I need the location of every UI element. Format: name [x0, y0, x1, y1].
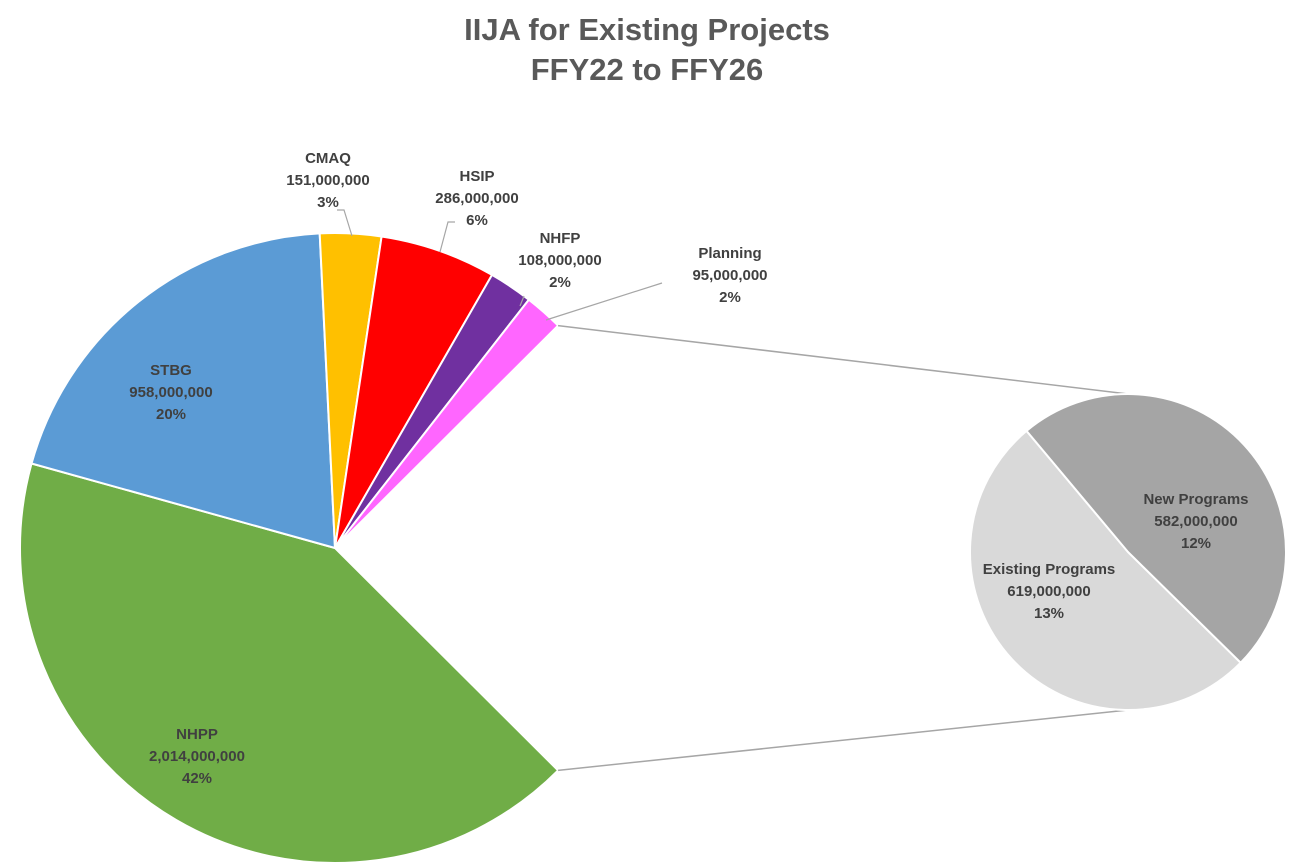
data-label-percent: 13% — [1034, 605, 1064, 622]
data-label-value: 582,000,000 — [1154, 513, 1237, 530]
data-label-percent: 2% — [719, 289, 741, 306]
data-label-value: 95,000,000 — [692, 267, 767, 284]
data-label-name: NHPP — [176, 726, 218, 743]
pie-slice — [19, 462, 560, 864]
connector-line — [557, 709, 1129, 772]
data-label-value: 151,000,000 — [286, 172, 369, 189]
data-label-percent: 2% — [549, 274, 571, 291]
data-label-name: CMAQ — [305, 150, 351, 167]
data-label-name: HSIP — [459, 168, 494, 185]
leader-line — [519, 295, 525, 307]
data-label-name: STBG — [150, 362, 192, 379]
pie-slice — [1025, 393, 1287, 665]
pie-slice — [968, 429, 1243, 712]
data-label-percent: 6% — [466, 212, 488, 229]
leader-line — [337, 209, 353, 237]
leader-line — [439, 221, 455, 253]
chart-title: IIJA for Existing Projects — [464, 12, 830, 47]
data-label-name: Existing Programs — [983, 561, 1116, 578]
data-label-percent: 42% — [182, 770, 212, 787]
data-label-value: 2,014,000,000 — [149, 748, 245, 765]
data-label-value: 619,000,000 — [1007, 583, 1090, 600]
data-label-name: New Programs — [1143, 491, 1248, 508]
data-label-percent: 20% — [156, 406, 186, 423]
data-label-value: 108,000,000 — [518, 252, 601, 269]
data-label-name: NHFP — [540, 230, 581, 247]
data-label-name: Planning — [698, 245, 761, 262]
connector-line — [557, 324, 1129, 395]
data-label-value: 286,000,000 — [435, 190, 518, 207]
data-label-percent: 12% — [1181, 535, 1211, 552]
pie-slice — [30, 232, 337, 550]
leader-line — [545, 282, 663, 321]
data-label-percent: 3% — [317, 194, 339, 211]
data-label-value: 958,000,000 — [129, 384, 212, 401]
pie-slice — [334, 298, 560, 549]
chart-subtitle: FFY22 to FFY26 — [531, 52, 764, 87]
